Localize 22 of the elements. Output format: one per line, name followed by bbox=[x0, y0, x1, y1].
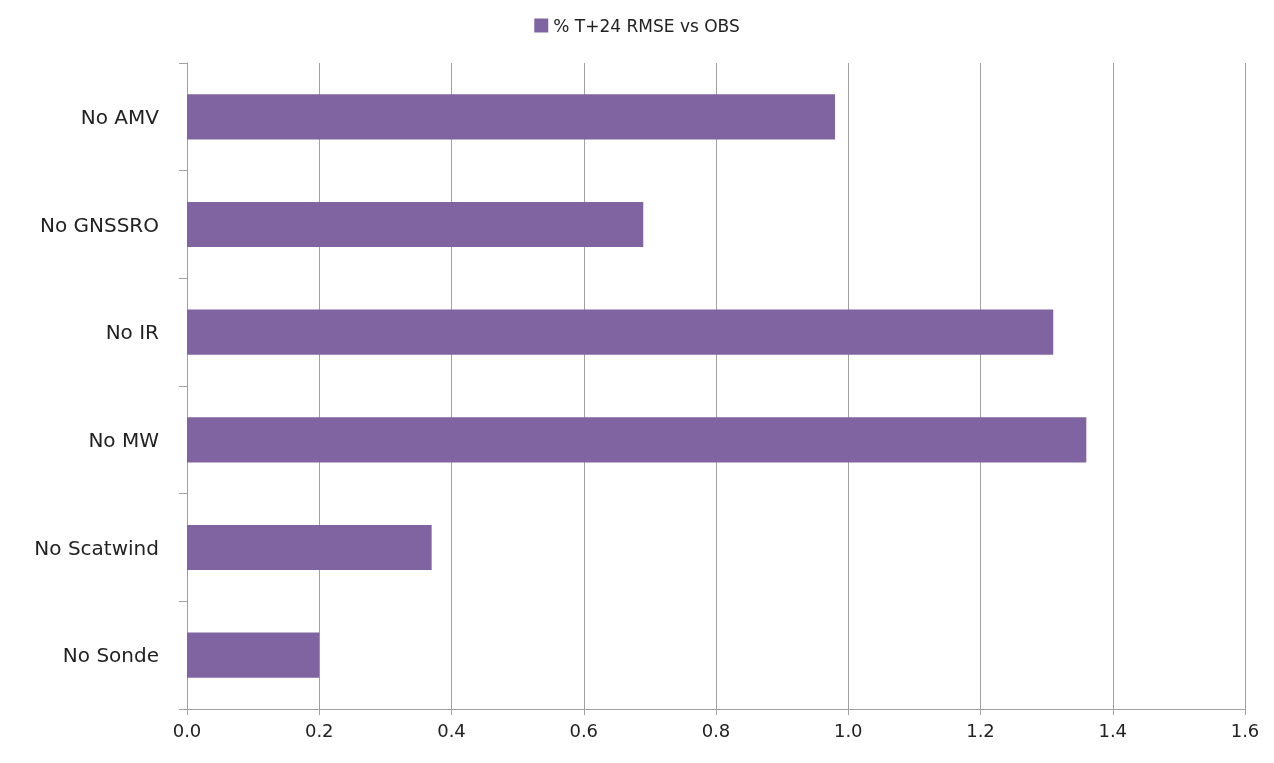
bar bbox=[187, 524, 432, 571]
y-tick-label: No IR bbox=[105, 320, 160, 345]
x-tick-label: 1.6 bbox=[1230, 719, 1260, 741]
bar bbox=[187, 417, 1087, 463]
y-tick-label: No GNSSRO bbox=[39, 212, 159, 237]
x-tick-label: 0.0 bbox=[172, 719, 202, 741]
x-tick-label: 1.2 bbox=[966, 719, 995, 741]
x-tick-label: 0.4 bbox=[437, 719, 466, 741]
bar bbox=[187, 632, 320, 678]
x-tick-label: 0.2 bbox=[304, 719, 334, 741]
y-tick-label: No Scatwind bbox=[34, 535, 159, 560]
bar bbox=[187, 309, 1054, 355]
bar bbox=[187, 94, 836, 140]
x-tick-label: 0.8 bbox=[701, 719, 731, 741]
x-tick-label: 1.0 bbox=[833, 719, 863, 741]
y-tick-label: No Sonde bbox=[62, 643, 159, 668]
x-tick-label: 1.4 bbox=[1098, 719, 1128, 741]
y-tick-label: No MW bbox=[88, 427, 160, 452]
legend-label: % T+24 RMSE vs OBS bbox=[553, 15, 740, 36]
x-tick-label: 0.6 bbox=[569, 719, 599, 741]
y-tick-label: No AMV bbox=[80, 104, 160, 129]
bar bbox=[187, 201, 644, 248]
